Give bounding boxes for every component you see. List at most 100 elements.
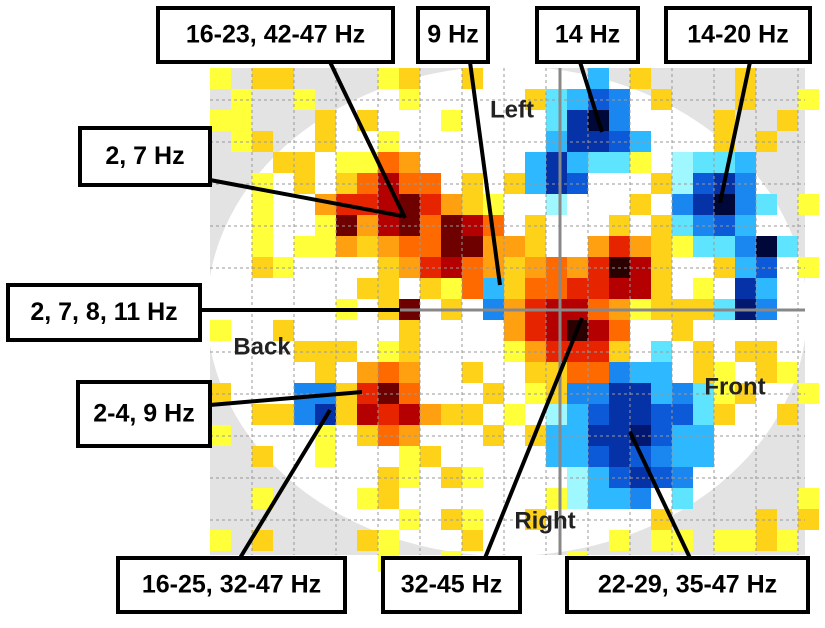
- heat-cell: [798, 257, 819, 278]
- heat-cell: [462, 467, 483, 488]
- pointer-line: [483, 317, 584, 559]
- heat-cell: [252, 488, 273, 509]
- heat-cell: [672, 236, 693, 257]
- heat-cell: [588, 362, 609, 383]
- label-box: [664, 6, 812, 64]
- heat-cell: [630, 383, 651, 404]
- heat-cell: [588, 488, 609, 509]
- heat-cell: [567, 278, 588, 299]
- heat-cell: [420, 404, 441, 425]
- heat-cell: [798, 488, 819, 509]
- pointer-line: [578, 61, 604, 133]
- heat-cell: [714, 110, 735, 131]
- heat-cell: [546, 425, 567, 446]
- heat-cell: [420, 236, 441, 257]
- heat-cell: [546, 110, 567, 131]
- label-text: 22-29, 35-47 Hz: [598, 571, 777, 599]
- heat-cell: [693, 404, 714, 425]
- heat-cell: [567, 404, 588, 425]
- heat-cell: [588, 278, 609, 299]
- heat-cell: [210, 320, 231, 341]
- heat-cell: [588, 236, 609, 257]
- heat-cell: [609, 446, 630, 467]
- heat-cell: [273, 404, 294, 425]
- heat-cell: [714, 194, 735, 215]
- heat-cell: [609, 152, 630, 173]
- heat-cell: [210, 68, 231, 89]
- heat-cell: [756, 362, 777, 383]
- label-text: 2, 7 Hz: [105, 142, 184, 170]
- heat-cell: [588, 467, 609, 488]
- heat-cell: [630, 278, 651, 299]
- heat-cell: [546, 278, 567, 299]
- heat-cell: [546, 488, 567, 509]
- heat-cell: [315, 446, 336, 467]
- heat-cell: [336, 173, 357, 194]
- heat-cell: [399, 236, 420, 257]
- heat-cell: [756, 530, 777, 551]
- heat-cell: [462, 278, 483, 299]
- heat-cell: [504, 320, 525, 341]
- heat-cell: [609, 488, 630, 509]
- heat-cell: [378, 194, 399, 215]
- heat-cell: [462, 194, 483, 215]
- heat-cell: [630, 404, 651, 425]
- heat-cell: [777, 530, 798, 551]
- label-text: 32-45 Hz: [401, 571, 502, 599]
- heat-cell: [798, 194, 819, 215]
- heat-cell: [567, 488, 588, 509]
- heat-cell: [462, 530, 483, 551]
- heat-cell: [378, 404, 399, 425]
- heat-cell: [609, 320, 630, 341]
- heat-cell: [399, 446, 420, 467]
- heat-cell: [231, 110, 252, 131]
- label-text: 9 Hz: [427, 21, 478, 49]
- heat-cell: [399, 404, 420, 425]
- heat-cell: [336, 404, 357, 425]
- heat-cell: [378, 278, 399, 299]
- heat-cell: [546, 173, 567, 194]
- label-box: [416, 6, 490, 64]
- heat-cell: [273, 320, 294, 341]
- heat-cell: [483, 194, 504, 215]
- heat-cell: [714, 404, 735, 425]
- heat-cell: [378, 362, 399, 383]
- label-box: [381, 556, 522, 614]
- heat-cell: [399, 362, 420, 383]
- heat-cell: [651, 446, 672, 467]
- heat-cell: [294, 236, 315, 257]
- heat-cell: [441, 194, 462, 215]
- label-box: [565, 556, 810, 614]
- heat-cell: [756, 131, 777, 152]
- heat-cell: [630, 152, 651, 173]
- heat-cell: [378, 257, 399, 278]
- heat-cell: [252, 236, 273, 257]
- heat-cell: [378, 131, 399, 152]
- heat-cell: [777, 404, 798, 425]
- heat-cell: [378, 530, 399, 551]
- label-text: 2-4, 9 Hz: [93, 400, 194, 428]
- heat-cell: [651, 236, 672, 257]
- label-text: 14-20 Hz: [687, 21, 788, 49]
- heat-cell: [693, 278, 714, 299]
- heat-cell: [420, 446, 441, 467]
- heat-cell: [336, 341, 357, 362]
- heat-cell: [210, 425, 231, 446]
- heat-cell: [714, 257, 735, 278]
- heat-cell: [672, 404, 693, 425]
- heat-cell: [567, 110, 588, 131]
- heat-cell: [378, 467, 399, 488]
- pointer-line: [628, 431, 692, 559]
- heat-cell: [546, 257, 567, 278]
- heat-cell: [630, 68, 651, 89]
- heat-cell: [756, 194, 777, 215]
- heat-cell: [357, 530, 378, 551]
- heat-cell: [672, 446, 693, 467]
- heat-cell: [441, 110, 462, 131]
- heat-cell: [588, 320, 609, 341]
- heat-cell: [672, 467, 693, 488]
- heat-cell: [630, 362, 651, 383]
- heat-cell: [693, 152, 714, 173]
- heat-cell: [672, 425, 693, 446]
- label-text: 2, 7, 8, 11 Hz: [30, 298, 177, 326]
